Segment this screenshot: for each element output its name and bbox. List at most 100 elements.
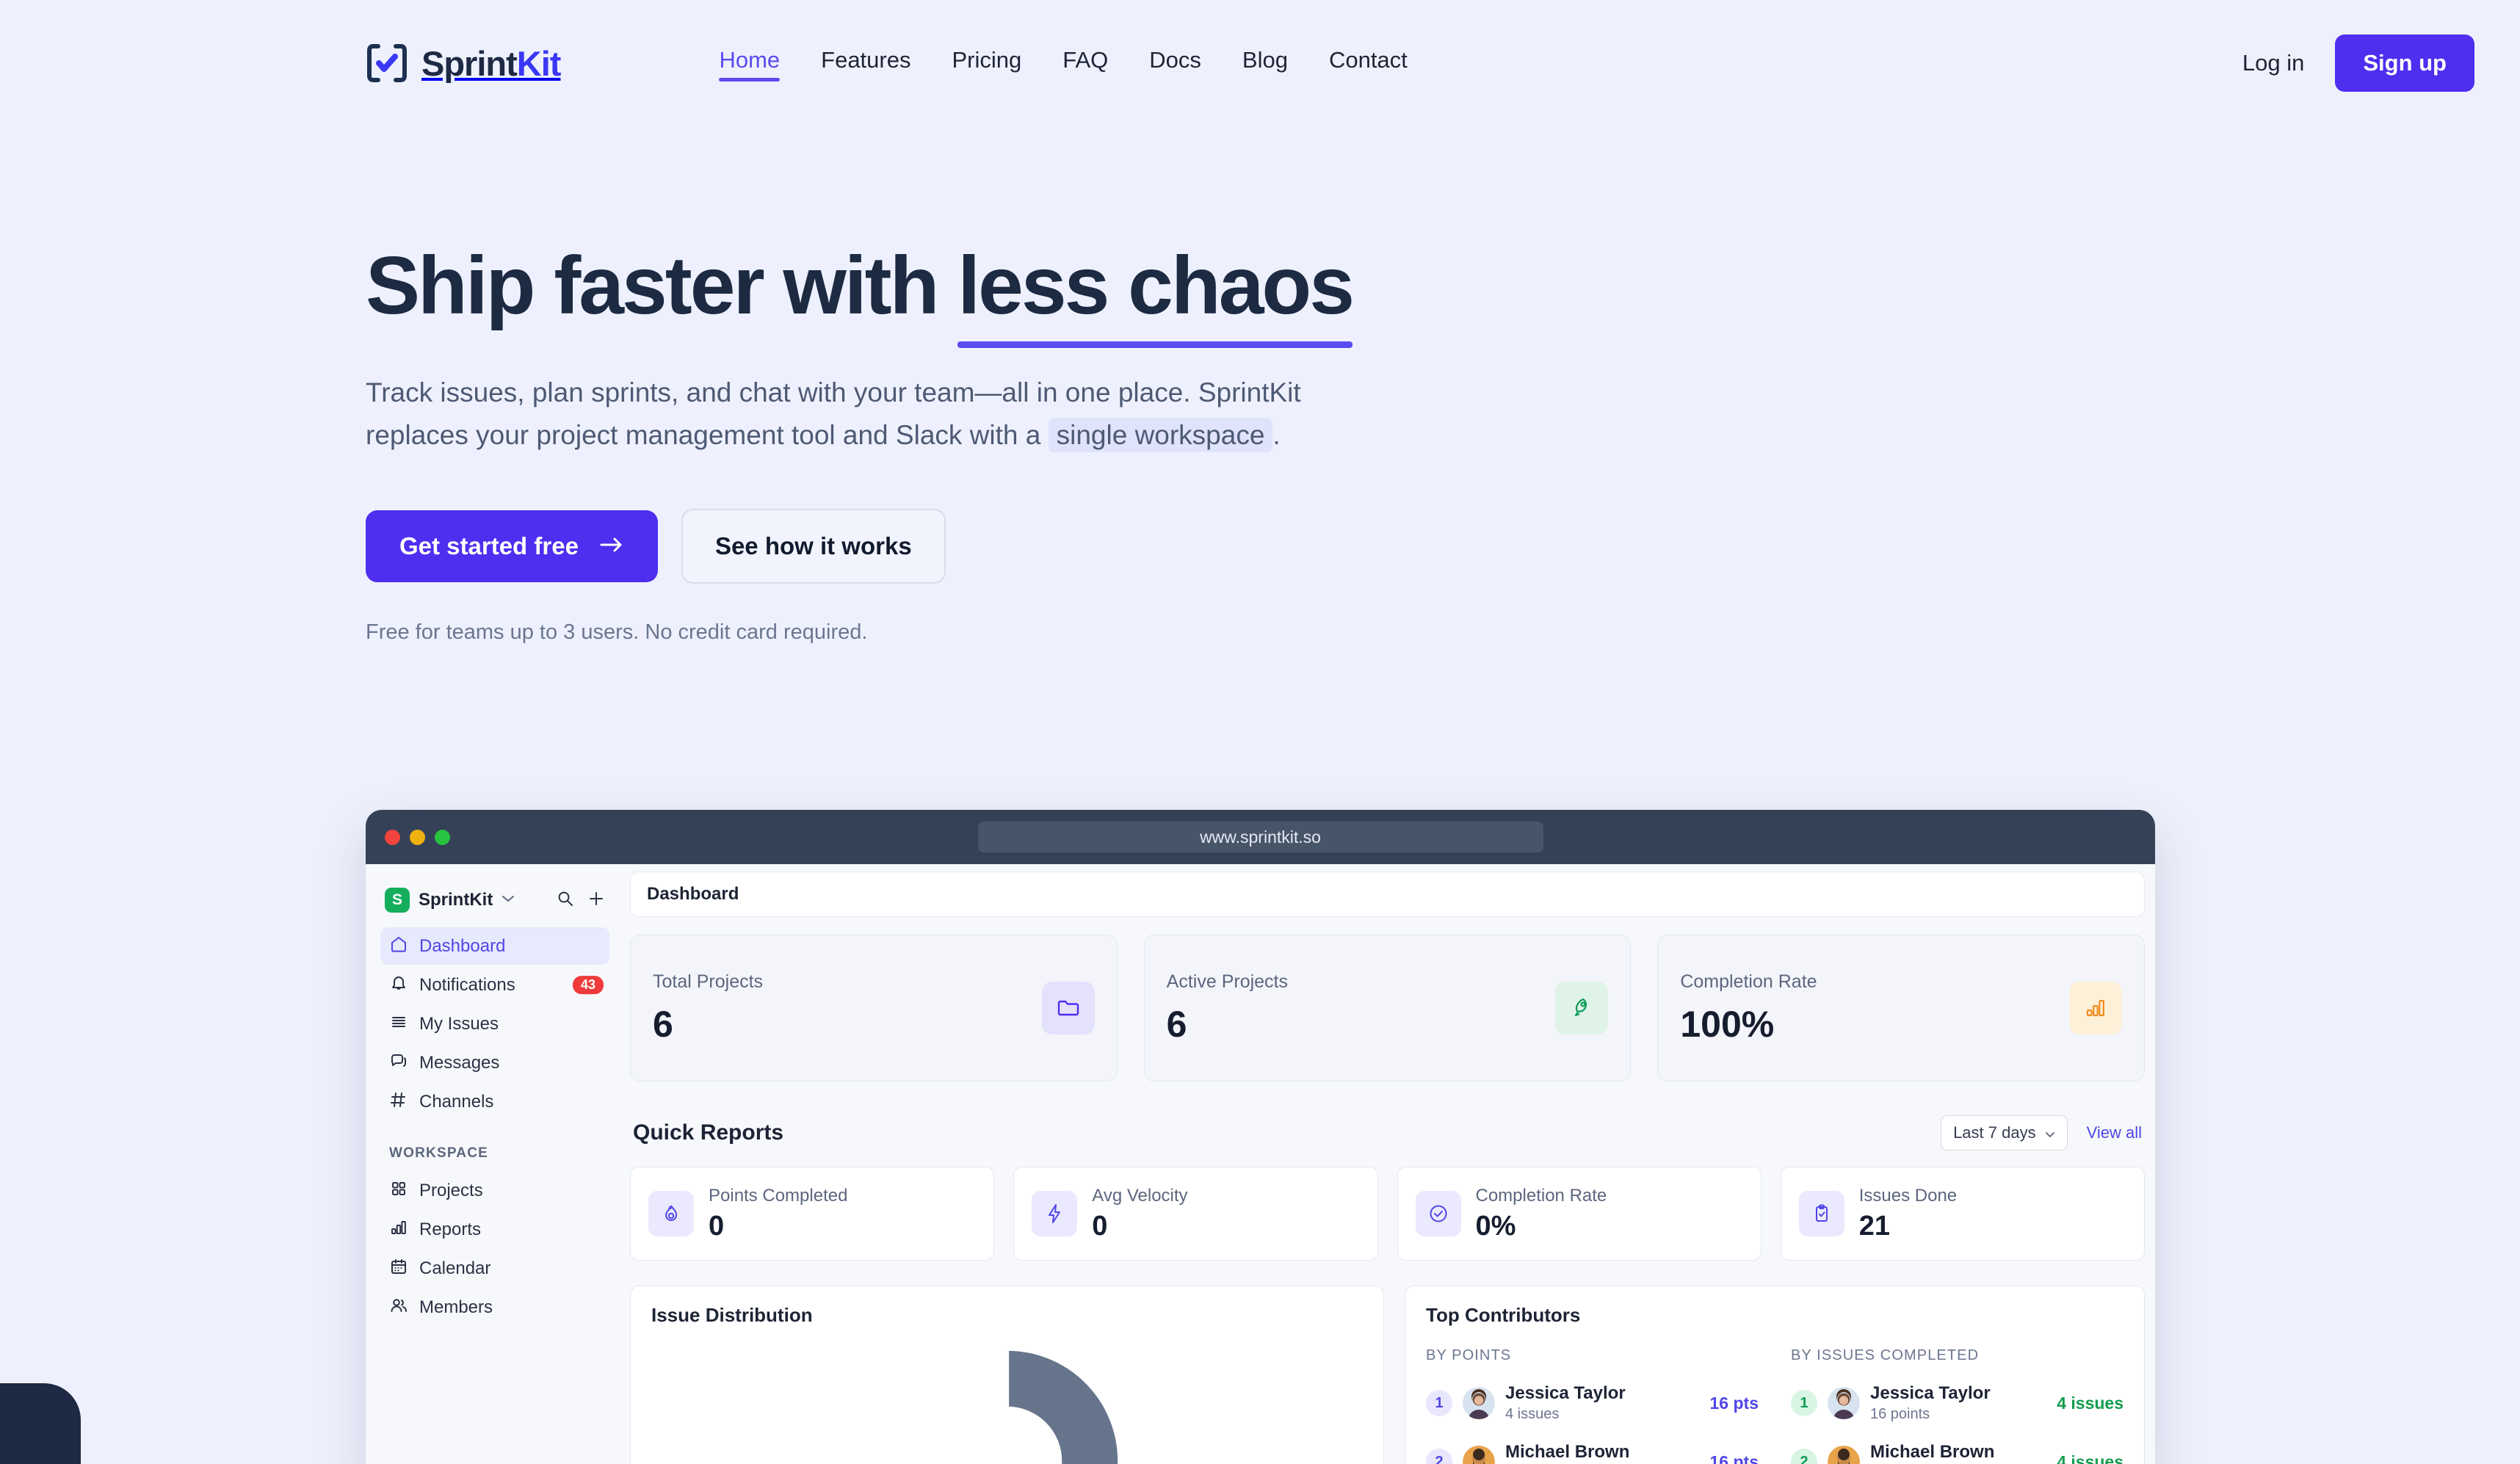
signup-button[interactable]: Sign up (2335, 35, 2474, 92)
nav-link-features[interactable]: Features (821, 46, 911, 73)
stat-label: Active Projects (1166, 971, 1289, 992)
contributor-metric: 4 issues (2057, 1452, 2123, 1464)
list-item[interactable]: 1 Jessica Taylor 16 points 4 issues (1791, 1383, 2123, 1423)
sidebar-item-notifications[interactable]: Notifications 43 (380, 966, 609, 1004)
sidebar-actions (557, 890, 605, 911)
sidebar-item-reports[interactable]: Reports (380, 1211, 609, 1248)
nav-link-faq[interactable]: FAQ (1062, 46, 1109, 73)
bell-icon (389, 974, 408, 996)
top-contributors-panel: Top Contributors BY POINTS 1 Jessica Tay (1405, 1286, 2145, 1464)
quick-reports-header: Quick Reports Last 7 days View all (630, 1115, 2145, 1150)
search-icon[interactable] (557, 890, 574, 911)
sidebar-item-channels[interactable]: Channels (380, 1083, 609, 1120)
get-started-button[interactable]: Get started free (366, 510, 658, 582)
contributor-subtext: 16 points (1870, 1406, 1930, 1422)
rank-badge: 1 (1791, 1390, 1817, 1416)
workspace-switcher[interactable]: S SprintKit (380, 877, 609, 917)
breadcrumb: Dashboard (630, 871, 2145, 917)
quick-report-value: 21 (1858, 1210, 1891, 1242)
chevron-down-icon (502, 894, 515, 907)
sidebar-item-calendar[interactable]: Calendar (380, 1250, 609, 1287)
heading-text-plain: Ship faster with (366, 240, 958, 331)
list-item[interactable]: 2 Michael Brown 4 issues 16 pts (1426, 1442, 1759, 1464)
nav-link-contact[interactable]: Contact (1328, 46, 1408, 73)
contributor-info: Michael Brown 4 issues (1505, 1442, 1629, 1464)
minimize-window-button[interactable] (410, 829, 425, 845)
quick-report-avg-velocity[interactable]: Avg Velocity 0 (1013, 1167, 1378, 1261)
quick-reports-tools: Last 7 days View all (1941, 1115, 2142, 1150)
sidebar-primary-nav: Dashboard Notifications 43 My Issues (380, 927, 609, 1120)
stat-value: 6 (653, 1003, 673, 1045)
cta-row: Get started free See how it works (366, 508, 1687, 584)
rank-badge: 2 (1791, 1449, 1817, 1464)
window-controls (385, 829, 450, 845)
date-range-value: Last 7 days (1953, 1123, 2036, 1142)
sidebar-label-dashboard: Dashboard (419, 935, 506, 956)
quick-report-value: 0 (709, 1210, 725, 1242)
stat-card-completion-rate[interactable]: Completion Rate 100% (1657, 935, 2146, 1081)
nav-link-blog[interactable]: Blog (1242, 46, 1288, 73)
stat-card-active-projects[interactable]: Active Projects 6 (1143, 935, 1632, 1081)
users-icon (389, 1296, 408, 1319)
maximize-window-button[interactable] (435, 829, 450, 845)
list-item[interactable]: 2 Michael Brown 16 points 4 issues (1791, 1442, 2123, 1464)
login-link[interactable]: Log in (2242, 50, 2305, 76)
hero-subtitle: Track issues, plan sprints, and chat wit… (366, 372, 1386, 457)
quick-report-value: 0% (1475, 1210, 1516, 1242)
quick-report-issues-done[interactable]: Issues Done 21 (1780, 1167, 2145, 1261)
quick-report-label: Completion Rate (1475, 1185, 1607, 1206)
list-item[interactable]: 1 Jessica Taylor 4 issues 16 pts (1426, 1383, 1759, 1423)
nav-link-pricing[interactable]: Pricing (952, 46, 1022, 73)
sidebar-item-members[interactable]: Members (380, 1289, 609, 1326)
sidebar-label-projects: Projects (419, 1180, 483, 1200)
address-bar[interactable]: www.sprintkit.so (977, 822, 1543, 852)
stat-value: 100% (1680, 1003, 1775, 1045)
stat-text-group: Active Projects 6 (1167, 971, 1288, 1046)
brand-logo[interactable]: SprintKit (366, 42, 561, 84)
rank-badge: 1 (1426, 1390, 1452, 1416)
check-circle-icon (1415, 1191, 1461, 1236)
nav-link-home[interactable]: Home (719, 47, 780, 81)
main-navigation: Home Features Pricing FAQ Docs Blog Cont… (719, 46, 1408, 81)
sidebar-item-dashboard[interactable]: Dashboard (380, 927, 609, 965)
sidebar-item-my-issues[interactable]: My Issues (380, 1005, 609, 1043)
avatar (1463, 1387, 1495, 1419)
date-range-select[interactable]: Last 7 days (1941, 1115, 2068, 1150)
avatar (1463, 1446, 1495, 1464)
sidebar-workspace-nav: Projects Reports Calendar (380, 1172, 609, 1326)
brand-name-part1: Sprint (421, 43, 518, 83)
home-icon (389, 935, 408, 957)
contributor-name: Michael Brown (1870, 1442, 1995, 1462)
browser-chrome: www.sprintkit.so (366, 810, 2155, 864)
sidebar-item-messages[interactable]: Messages (380, 1044, 609, 1081)
quick-report-label: Issues Done (1858, 1185, 1958, 1206)
stat-text-group: Total Projects 6 (653, 971, 763, 1046)
contributor-name: Jessica Taylor (1870, 1383, 1991, 1403)
see-how-it-works-button[interactable]: See how it works (681, 508, 946, 584)
plus-icon[interactable] (587, 890, 605, 911)
brand-wordmark: SprintKit (421, 43, 561, 84)
quick-report-points-completed[interactable]: Points Completed 0 (630, 1167, 995, 1261)
contributor-metric: 16 pts (1709, 1393, 1759, 1413)
quick-report-completion-rate[interactable]: Completion Rate 0% (1397, 1167, 1762, 1261)
chat-bubbles-icon (389, 1051, 408, 1074)
top-contributors-title: Top Contributors (1426, 1304, 1581, 1326)
nav-link-docs[interactable]: Docs (1149, 46, 1201, 73)
stat-card-total-projects[interactable]: Total Projects 6 (630, 935, 1118, 1081)
decorative-corner-shape (0, 1383, 81, 1464)
view-all-link[interactable]: View all (2086, 1123, 2142, 1142)
column-header-by-issues: BY ISSUES COMPLETED (1791, 1347, 1980, 1363)
calendar-icon (389, 1257, 408, 1280)
contributor-subtext: 4 issues (1505, 1406, 1560, 1422)
hero-fineprint: Free for teams up to 3 users. No credit … (366, 620, 868, 644)
page-title: Ship faster with less chaos (366, 240, 1687, 348)
sidebar-label-members: Members (419, 1297, 493, 1317)
sidebar-item-projects[interactable]: Projects (380, 1172, 609, 1209)
quick-report-text: Issues Done 21 (1859, 1186, 1957, 1242)
close-window-button[interactable] (385, 829, 400, 845)
avatar (1828, 1446, 1860, 1464)
stat-value: 6 (1166, 1003, 1187, 1045)
product-screenshot-mockup: www.sprintkit.so S SprintKit (366, 810, 2155, 1464)
bracket-check-icon (366, 42, 408, 84)
hero-section: Ship faster with less chaos Track issues… (366, 242, 1687, 645)
